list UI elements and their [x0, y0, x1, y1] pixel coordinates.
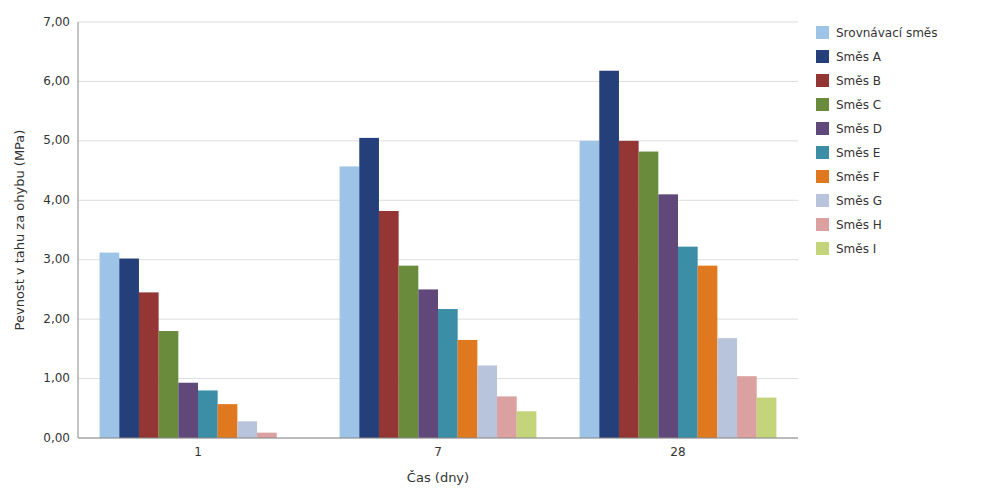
- x-tick-label: 7: [434, 445, 442, 459]
- grid: [78, 22, 798, 438]
- grid-line: [78, 81, 798, 82]
- grid-line: [78, 22, 798, 23]
- y-axis-line: [78, 22, 79, 438]
- bars: [100, 71, 777, 438]
- legend-swatch: [816, 50, 829, 63]
- legend-label: Směs A: [836, 50, 882, 64]
- chart-container: 0,00 1,00 2,00 3,00 4,00 5,00 6,00 7,00 1 7 28 Čas …: [0, 0, 983, 496]
- legend-swatch: [816, 26, 829, 39]
- bar: [418, 289, 438, 438]
- y-tick-label: 4,00: [43, 193, 70, 207]
- bar: [438, 309, 458, 438]
- bar: [198, 390, 218, 438]
- y-tick-label: 3,00: [43, 252, 70, 266]
- legend-swatch: [816, 170, 829, 183]
- legend-swatch: [816, 74, 829, 87]
- bar: [340, 166, 360, 438]
- bar: [257, 433, 277, 438]
- bar: [580, 141, 600, 438]
- x-tick-label: 1: [194, 445, 202, 459]
- bar: [477, 365, 497, 438]
- bar: [698, 266, 718, 438]
- bar: [139, 292, 159, 438]
- y-tick-label: 1,00: [43, 371, 70, 385]
- bar: [399, 266, 419, 438]
- y-tick-label: 5,00: [43, 133, 70, 147]
- bar: [678, 247, 698, 438]
- bar: [757, 398, 777, 438]
- bar: [517, 411, 537, 438]
- legend-swatch: [816, 242, 829, 255]
- x-axis-line: [78, 438, 798, 439]
- x-tick-label: 28: [670, 445, 685, 459]
- bar: [237, 421, 257, 438]
- bar: [178, 383, 198, 438]
- legend-label: Směs G: [836, 194, 882, 208]
- bar: [639, 152, 659, 438]
- bar: [100, 253, 120, 438]
- legend-label: Směs I: [836, 242, 876, 256]
- bar: [599, 71, 619, 438]
- legend-swatch: [816, 98, 829, 111]
- bar: [359, 138, 379, 438]
- legend-label: Směs H: [836, 218, 882, 232]
- grid-line: [78, 200, 798, 201]
- legend-label: Směs F: [836, 170, 880, 184]
- legend-label: Směs C: [836, 98, 881, 112]
- legend-label: Srovnávací směs: [836, 26, 937, 40]
- legend-label: Směs B: [836, 74, 881, 88]
- x-axis-label: Čas (dny): [407, 470, 469, 485]
- legend: Srovnávací směs Směs A Směs B Směs C Směs D S…: [816, 26, 937, 256]
- chart-svg: 0,00 1,00 2,00 3,00 4,00 5,00 6,00 7,00 1 7 28 Čas …: [0, 0, 983, 496]
- bar: [497, 396, 517, 438]
- grid-line: [78, 140, 798, 141]
- y-tick-label: 7,00: [43, 15, 70, 29]
- y-axis-label: Pevnost v tahu za ohybu (MPa): [12, 130, 27, 331]
- legend-swatch: [816, 218, 829, 231]
- legend-label: Směs E: [836, 146, 880, 160]
- bar: [737, 376, 757, 438]
- bar: [658, 194, 678, 438]
- bar: [717, 338, 737, 438]
- y-tick-label: 6,00: [43, 74, 70, 88]
- legend-label: Směs D: [836, 122, 882, 136]
- bar: [159, 331, 179, 438]
- bar: [379, 211, 399, 438]
- y-tick-label: 2,00: [43, 312, 70, 326]
- legend-swatch: [816, 122, 829, 135]
- legend-swatch: [816, 146, 829, 159]
- grid-line: [78, 438, 798, 439]
- legend-swatch: [816, 194, 829, 207]
- bar: [458, 340, 478, 438]
- y-tick-label: 0,00: [43, 431, 70, 445]
- bar: [218, 404, 238, 438]
- bar: [619, 141, 639, 438]
- bar: [119, 259, 139, 438]
